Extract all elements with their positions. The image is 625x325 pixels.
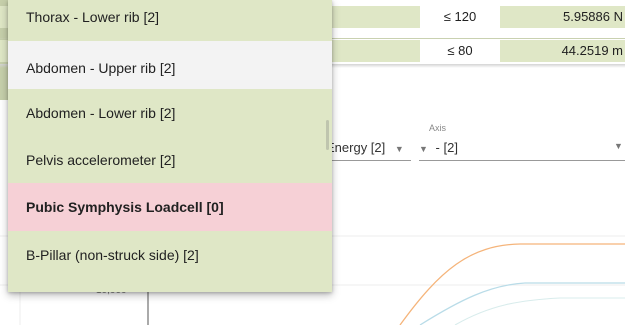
dropdown-option[interactable]: Pelvis accelerometer [2] bbox=[8, 135, 332, 183]
channel-dropdown-menu[interactable]: Thorax - Lower rib [2] Abdomen - Upper r… bbox=[8, 0, 332, 292]
caret-down-icon: ▼ bbox=[394, 144, 404, 154]
limit-cell: ≤ 80 bbox=[420, 40, 500, 62]
caret-down-icon[interactable]: ▼ bbox=[614, 141, 623, 151]
value-cell: 44.2519 m bbox=[500, 40, 625, 62]
dropdown-option[interactable]: Thorax - Lower rib [2] bbox=[8, 0, 332, 41]
energy-select-underline bbox=[326, 160, 411, 161]
dropdown-option[interactable]: Abdomen - Lower rib [2] bbox=[8, 89, 332, 135]
dropdown-option-selected[interactable]: Pubic Symphysis Loadcell [0] bbox=[8, 183, 332, 231]
caret-down-icon: ▼ bbox=[419, 144, 428, 154]
dropdown-option-hovered[interactable]: Abdomen - Upper rib [2] bbox=[8, 41, 332, 89]
series-light-line bbox=[454, 297, 625, 325]
series-blue-line bbox=[419, 282, 625, 325]
energy-select-value: Energy [2] bbox=[326, 140, 386, 155]
axis-select-label: Axis bbox=[429, 123, 447, 133]
dropdown-option[interactable]: B-Pillar (non-struck side) [2] bbox=[8, 231, 332, 279]
series-orange-line bbox=[399, 243, 625, 325]
axis-select[interactable]: ▼ - [2] bbox=[419, 140, 458, 155]
axis-select-underline bbox=[419, 160, 625, 161]
dropdown-scrollbar[interactable] bbox=[326, 120, 329, 150]
energy-select[interactable]: Energy [2] ▼ bbox=[326, 140, 404, 155]
value-cell: 5.95886 N bbox=[500, 6, 625, 28]
axis-select-value: - [2] bbox=[435, 140, 458, 155]
limit-cell: ≤ 120 bbox=[420, 6, 500, 28]
